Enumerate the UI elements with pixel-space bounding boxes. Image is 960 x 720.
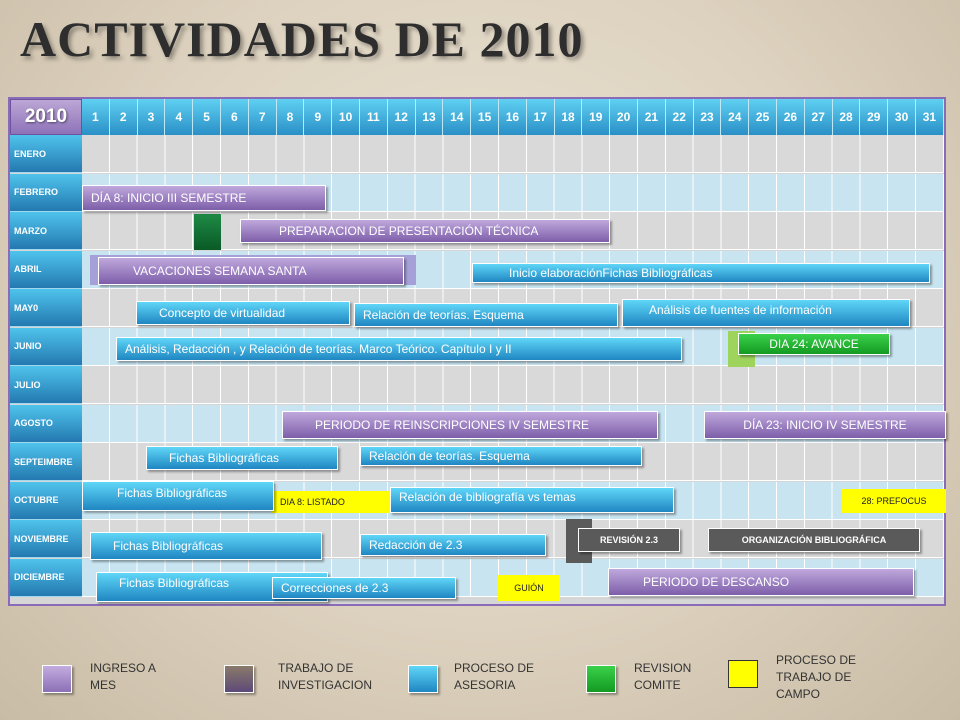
sep-fichas-bar: Fichas Bibliográficas [146, 446, 338, 470]
day-header: 10 [332, 99, 360, 135]
page-title: ACTIVIDADES DE 2010 [20, 11, 584, 67]
nov-redaccion-bar: Redacción de 2.3 [360, 534, 546, 556]
month-label: MARZO [10, 212, 82, 250]
day-header: 19 [582, 99, 611, 135]
day-header: 18 [554, 99, 583, 135]
day-header: 27 [804, 99, 833, 135]
legend-swatch-comite [586, 665, 616, 693]
day-header: 7 [248, 99, 277, 135]
day-header: 21 [638, 99, 666, 135]
day-header: 9 [304, 99, 333, 135]
may-analisis-bar: Análisis de fuentes de información [622, 299, 910, 327]
day-header: 23 [693, 99, 722, 135]
month-row [82, 366, 944, 404]
day-header: 8 [276, 99, 305, 135]
oct-prefocus-bar: 28: PREFOCUS [842, 489, 946, 513]
legend-label-investigacion: TRABAJO DE INVESTIGACION [278, 661, 373, 692]
day-header: 2 [109, 99, 138, 135]
legend-swatch-campo [728, 660, 758, 688]
activity-calendar: 2010 1 2 3 4 5 6 7 8 9 10 11 12 13 14 15 16 17 18 19 20 21 22… [8, 97, 946, 606]
nov-revision-bar: REVISIÓN 2.3 [578, 528, 680, 552]
dic-descanso-bar: PERIODO DE DESCANSO [608, 568, 914, 596]
day-header: 24 [721, 99, 750, 135]
dic-guion-bar: GUIÓN [498, 575, 560, 601]
oct-relacion-bar: Relación de bibliografía vs temas [390, 487, 674, 513]
day-header: 29 [860, 99, 889, 135]
legend-label-ingreso: INGRESO A MES [90, 661, 156, 692]
month-label: NOVIEMBRE [10, 520, 82, 558]
jun-avance-bar: DIA 24: AVANCE [738, 333, 890, 355]
may-relacion-bar: Relación de teorías. Esquema [354, 303, 618, 327]
month-label: OCTUBRE [10, 481, 82, 520]
month-label: ABRIL [10, 250, 82, 289]
ago-reinscripciones-bar: PERIODO DE REINSCRIPCIONES IV SEMESTRE [282, 411, 658, 439]
day-header: 25 [749, 99, 777, 135]
abr-vacaciones-bar: VACACIONES SEMANA SANTA [98, 257, 404, 285]
legend-swatch-ingreso [42, 665, 72, 693]
day-header: 22 [665, 99, 694, 135]
oct-listado-bar: DIA 8: LISTADO [272, 491, 398, 513]
month-label: JUNIO [10, 327, 82, 366]
month-row [82, 135, 944, 173]
dic-correcciones-bar: Correcciones de 2.3 [272, 577, 456, 599]
month-label: AGOSTO [10, 404, 82, 443]
abr-fichas-bar: Inicio elaboraciónFichas Bibliográficas [472, 263, 930, 283]
year-cell: 2010 [10, 99, 82, 135]
legend-swatch-investigacion [224, 665, 254, 693]
day-header: 5 [193, 99, 221, 135]
day-header: 26 [777, 99, 805, 135]
day-header: 12 [387, 99, 416, 135]
legend-label-campo: PROCESO DE TRABAJO DE CAMPO [776, 653, 857, 701]
day-header: 15 [471, 99, 499, 135]
day-header: 14 [443, 99, 472, 135]
day-header: 28 [832, 99, 861, 135]
day-header: 31 [916, 99, 944, 135]
nov-organizacion-bar: ORGANIZACIÓN BIBLIOGRÁFICA [708, 528, 920, 552]
legend-swatch-asesoria [408, 665, 438, 693]
day-header: 11 [360, 99, 388, 135]
nov-fichas-bar: Fichas Bibliográficas [90, 532, 322, 560]
day-header: 4 [165, 99, 194, 135]
month-label: JULIO [10, 366, 82, 404]
month-label: SEPTEIMBRE [10, 443, 82, 481]
sep-relacion-bar: Relación de teorías. Esquema [360, 446, 642, 466]
may-concepto-bar: Concepto de virtualidad [136, 301, 350, 325]
month-label: ENERO [10, 135, 82, 173]
jun-analisis-bar: Análisis, Redacción , y Relación de teor… [116, 337, 682, 361]
legend-label-comite: REVISION COMITE [634, 661, 692, 692]
day-header: 3 [137, 99, 166, 135]
day-header: 13 [415, 99, 444, 135]
day-header: 20 [610, 99, 638, 135]
oct-fichas-bar: Fichas Bibliográficas [82, 481, 274, 511]
march-marker-block [194, 214, 221, 250]
month-label: DICIEMBRE [10, 558, 82, 597]
month-label: FEBRERO [10, 173, 82, 212]
ago-inicio-bar: DÍA 23: INICIO IV SEMESTRE [704, 411, 946, 439]
day-header: 30 [888, 99, 916, 135]
day-header: 16 [499, 99, 527, 135]
month-label: MAY0 [10, 289, 82, 327]
mar-preparacion-bar: PREPARACION DE PRESENTACIÓN TÉCNICA [240, 219, 610, 243]
day-header: 6 [221, 99, 249, 135]
day-header: 17 [526, 99, 555, 135]
legend-label-asesoria: PROCESO DE ASESORIA [454, 661, 535, 692]
day-header: 1 [82, 99, 110, 135]
feb-inicio-bar: DÍA 8: INICIO III SEMESTRE [82, 185, 326, 211]
